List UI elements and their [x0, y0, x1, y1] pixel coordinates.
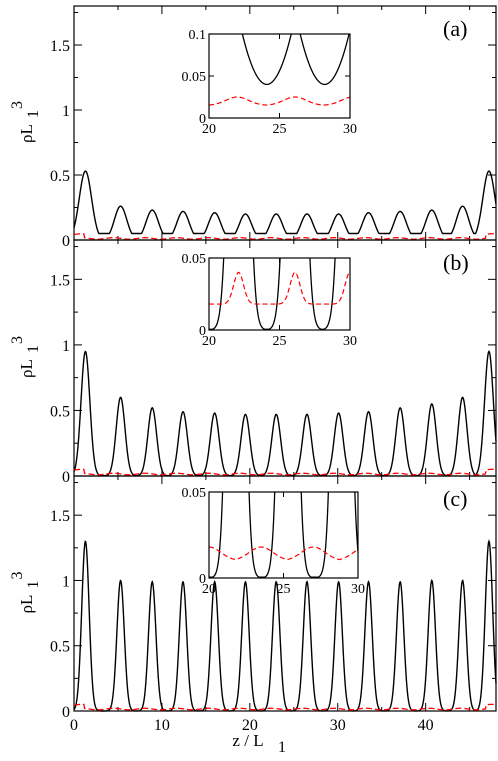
x-tick-label: 30: [330, 717, 346, 734]
inset-y-tick-label: 0.1: [189, 28, 207, 43]
x-axis-label: z / L 1: [232, 731, 286, 756]
inset-y-tick-label: 0: [199, 112, 206, 127]
inset-curve-dashed: [209, 546, 358, 561]
x-tick-label: 40: [418, 717, 434, 734]
inset-x-tick-label: 25: [277, 582, 291, 597]
inset-background: [209, 492, 358, 578]
inset-curve-solid: [209, 258, 336, 330]
inset-y-tick-label: 0: [199, 572, 206, 587]
plot-frame: [73, 475, 497, 712]
inset-y-tick-label: 0: [199, 324, 206, 339]
y-tick-label: 1: [62, 103, 70, 120]
inset-x-tick-label: 20: [202, 334, 216, 349]
y-tick-label: 0: [62, 469, 70, 486]
inset-x-tick-label: 30: [343, 334, 357, 349]
y-tick-label: 0.5: [50, 403, 70, 420]
density-curve-solid: [73, 350, 497, 477]
inset-x-tick-label: 25: [273, 122, 287, 137]
y-axis-label-main: ρL: [17, 359, 36, 378]
y-axis-label-sub: 1: [25, 110, 42, 118]
y-tick-label: 0.5: [50, 168, 70, 185]
x-axis-label-main: z / L: [232, 731, 263, 750]
density-curve-dashed: [73, 468, 497, 476]
y-axis-label: ρL 13: [9, 572, 42, 614]
inset-x-tick-label: 30: [343, 122, 357, 137]
inset: 20 25 30 0 0.05: [182, 252, 358, 349]
inset-curve-solid: [241, 34, 350, 86]
y-axis-label-sup: 3: [9, 572, 26, 580]
inset: 20 25 30 0 0.05 0.1: [182, 28, 358, 137]
inset-y-tick-label: 0.05: [182, 70, 207, 85]
inset-x-tick-label: 30: [351, 582, 365, 597]
density-curve-dashed: [73, 703, 497, 711]
panel-label: (b): [443, 250, 469, 275]
inset-x-tick-label: 20: [202, 582, 216, 597]
inset-background: [209, 34, 350, 118]
y-tick-label: 1.5: [50, 272, 70, 289]
y-axis-label: ρL 13: [9, 101, 42, 143]
y-axis-label: ρL 13: [9, 336, 42, 378]
density-curve-solid: [73, 170, 497, 235]
inset-y-tick-label: 0.05: [182, 252, 207, 267]
y-axis-label-sup: 3: [9, 101, 26, 109]
inset-y-tick-label: 0.05: [182, 486, 207, 501]
y-tick-label: 0: [62, 233, 70, 250]
x-tick-label: 20: [242, 717, 258, 734]
inset-curve-dashed: [209, 271, 350, 305]
inset-x-tick-label: 25: [273, 334, 287, 349]
x-axis-label-sub: 1: [278, 739, 286, 756]
y-axis-label-sub: 1: [25, 345, 42, 353]
y-axis-label-main: ρL: [17, 595, 36, 614]
panel-label: (c): [443, 486, 467, 511]
y-tick-label: 1.5: [50, 38, 70, 55]
y-tick-label: 1.5: [50, 508, 70, 525]
y-tick-label: 0: [62, 704, 70, 721]
y-axis-label-main: ρL: [17, 124, 36, 143]
y-axis-label-sub: 1: [25, 581, 42, 589]
density-curve-solid: [73, 539, 497, 712]
x-tick-label: 10: [154, 717, 170, 734]
panel-label: (a): [443, 16, 467, 41]
y-tick-label: 1: [62, 573, 70, 590]
density-curve-dashed: [73, 233, 497, 240]
inset-x-tick-label: 20: [202, 122, 216, 137]
x-tick-label: 0: [70, 717, 78, 734]
inset-curve-dashed: [209, 96, 350, 106]
y-tick-label: 1: [62, 338, 70, 355]
y-axis-label-sup: 3: [9, 336, 26, 344]
inset: 20 25 30 0 0.05: [182, 486, 366, 597]
y-tick-label: 0.5: [50, 639, 70, 656]
